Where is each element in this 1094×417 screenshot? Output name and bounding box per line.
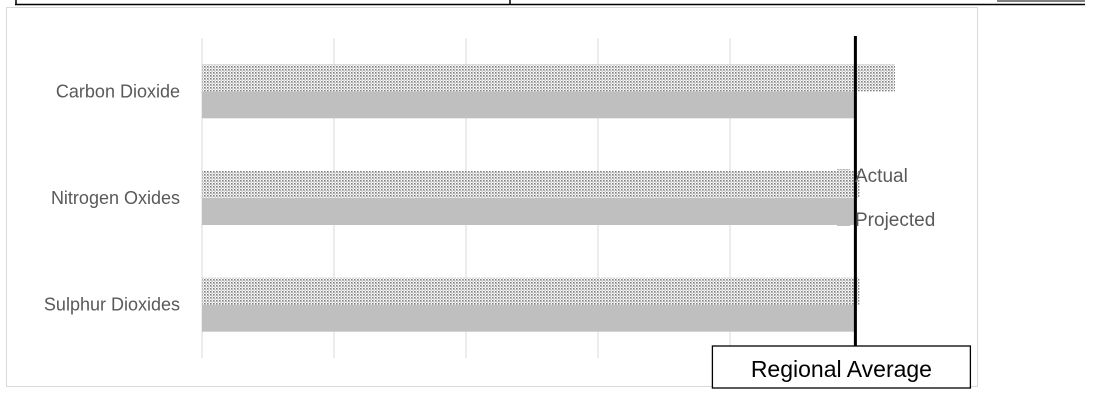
legend-swatch-projected (837, 213, 850, 226)
reference-label-box (711, 345, 972, 389)
legend: Actual Projected (837, 166, 935, 231)
category-label: Carbon Dioxide (56, 81, 180, 101)
reference-line-label: Regional Average (751, 356, 932, 382)
legend-label-projected: Projected (855, 210, 935, 231)
bar-projected-1 (202, 91, 856, 119)
bars (202, 64, 895, 332)
category-label: Sulphur Dioxides (44, 295, 180, 315)
bar-actual-1 (202, 64, 895, 92)
category-labels: Carbon Dioxide Nitrogen Oxides Sulphur Dio… (44, 81, 180, 314)
bar-actual-2 (202, 171, 860, 198)
bar-projected-2 (202, 198, 856, 225)
legend-swatch-actual (837, 169, 850, 182)
bar-actual-3 (202, 277, 860, 305)
category-label: Nitrogen Oxides (51, 188, 180, 208)
reference-line-group: Regional Average (711, 36, 972, 389)
table-border-fragment (15, 0, 1085, 6)
legend-label-actual: Actual (855, 166, 908, 187)
bar-projected-3 (202, 304, 856, 332)
